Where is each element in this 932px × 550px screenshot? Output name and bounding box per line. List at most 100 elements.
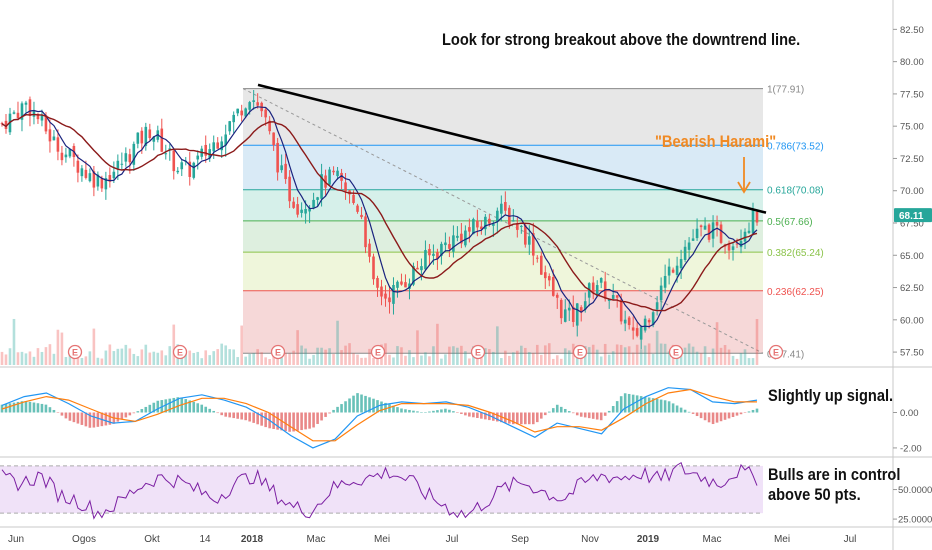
candle-body [376, 278, 379, 288]
candle-body [288, 176, 291, 202]
macd-histogram-bar [476, 412, 479, 418]
volume-bar [599, 356, 603, 365]
volume-bar [368, 348, 371, 365]
candle-body [88, 173, 92, 182]
macd-histogram-bar [168, 398, 172, 413]
volume-bar [36, 348, 40, 365]
volume-bar [699, 353, 703, 365]
candle-body [76, 160, 80, 173]
volume-bar [520, 345, 523, 365]
macd-histogram-bar [132, 412, 136, 414]
volume-bar [316, 347, 319, 365]
volume-bar [496, 326, 499, 365]
macd-histogram-bar [208, 408, 212, 413]
last-price-badge [894, 208, 932, 223]
rsi-panel [0, 461, 763, 520]
macd-histogram-bar [12, 402, 16, 413]
earnings-marker-label: E [275, 348, 281, 358]
fib-level-label: 0.236(62.25) [767, 287, 824, 298]
candle-body [631, 327, 635, 331]
volume-bar [236, 357, 239, 365]
candle-body [120, 163, 124, 165]
volume-bar [452, 346, 455, 365]
volume-bar [484, 348, 487, 365]
volume-bar [40, 351, 44, 365]
candle-body [180, 162, 184, 170]
candle-body [172, 150, 176, 172]
macd-histogram-bar [528, 412, 531, 425]
volume-bar [683, 347, 687, 365]
volume-bar [32, 356, 36, 365]
macd-histogram-bar [747, 411, 751, 413]
candle-body [92, 171, 96, 188]
volume-bar [531, 352, 535, 365]
candle-body [667, 266, 671, 276]
annotation-macd: Slightly up signal. [768, 386, 894, 405]
candle-body [683, 246, 687, 260]
downtrend-line[interactable] [257, 83, 767, 214]
macd-histogram-bar [64, 412, 68, 419]
macd-histogram-bar [691, 412, 695, 414]
volume-bar [20, 351, 24, 365]
annotation-breakout: Look for strong breakout above the downt… [442, 30, 801, 49]
macd-histogram-bar [36, 403, 40, 413]
candle-body [372, 256, 375, 280]
macd-histogram-bar [535, 412, 539, 423]
candle-body [484, 216, 487, 230]
macd-histogram-bar [520, 412, 523, 425]
candle-body [0, 123, 4, 125]
candle-body [124, 153, 128, 162]
volume-bar [204, 350, 208, 365]
candle-body [464, 230, 467, 246]
fibonacci-retracement[interactable]: 1(77.91) 0.786(73.52) 0.618(70.08) 0.5(67.6… [242, 85, 824, 361]
macd-histogram-bar [244, 412, 247, 421]
macd-histogram-bar [380, 401, 383, 413]
volume-bar [96, 357, 100, 365]
macd-histogram-bar [635, 395, 639, 413]
volume-bar [352, 353, 355, 365]
candle-body [528, 236, 531, 245]
volume-bar [440, 358, 443, 365]
candle-body [292, 201, 295, 208]
earnings-marker [270, 344, 286, 360]
time-axis-label: Ogos [72, 534, 96, 545]
macd-histogram-bar [599, 412, 603, 421]
candle-body [204, 144, 208, 156]
candle-body [496, 210, 499, 223]
candle-body [707, 224, 711, 240]
rsi-line [1, 461, 758, 520]
candle-body [615, 295, 619, 298]
macd-histogram-bar [156, 400, 160, 413]
volume-bar [284, 352, 287, 365]
harami-arrow-head [737, 181, 751, 194]
candle-body [516, 223, 519, 230]
volume-bar [228, 349, 231, 365]
volume-bar [92, 328, 96, 365]
volume-bar [559, 358, 563, 365]
volume-bar [160, 350, 164, 365]
candle-body [424, 250, 427, 270]
candle-body [272, 132, 275, 146]
volume-bar [252, 353, 255, 365]
volume-bar [643, 345, 647, 365]
macd-histogram-bar [472, 412, 475, 418]
time-axis-label: Sep [511, 534, 529, 545]
macd-histogram-bar [116, 412, 120, 422]
volume-bar [388, 354, 391, 365]
macd-histogram-bar [352, 395, 355, 413]
candle-body [44, 115, 48, 132]
volume-bar [651, 353, 655, 365]
candle-body [60, 152, 64, 161]
candle-body [312, 199, 315, 208]
candle-body [691, 238, 695, 241]
volume-bar [0, 351, 4, 365]
candle-body [619, 299, 623, 322]
fib-diagonal [242, 88, 764, 354]
volume-bar [12, 318, 16, 365]
candle-body [416, 267, 419, 270]
macd-histogram-bar [755, 408, 759, 413]
macd-histogram-bar [60, 412, 64, 416]
macd-histogram-bar [388, 404, 391, 413]
fib-zone [243, 189, 763, 221]
volume-bar [48, 344, 52, 365]
